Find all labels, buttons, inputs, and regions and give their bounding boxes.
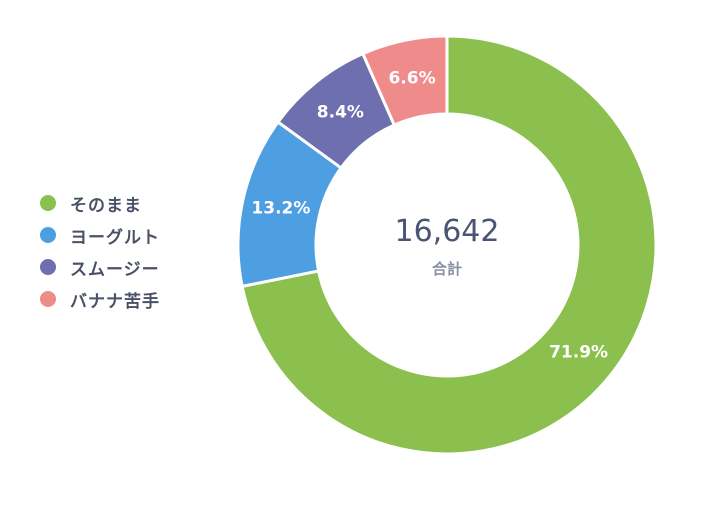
center-total-label: 合計 (431, 260, 462, 278)
legend: そのまま ヨーグルト スムージー バナナ苦手 (40, 192, 160, 312)
slice-data-label-3: 6.6% (388, 69, 435, 89)
slice-data-label-1: 13.2% (251, 199, 310, 219)
center-total: 16,642 (394, 214, 500, 249)
legend-swatch (40, 259, 56, 275)
legend-label: そのまま (70, 195, 142, 216)
legend-item-smoothie[interactable]: スムージー (40, 256, 160, 280)
donut-slice-0[interactable] (240, 34, 658, 456)
slice-data-label-0: 71.9% (549, 343, 608, 363)
slice-data-label-2: 8.4% (317, 103, 364, 123)
legend-swatch (40, 195, 56, 211)
donut-slice-3[interactable] (361, 34, 449, 127)
legend-label: バナナ苦手 (70, 291, 160, 312)
legend-label: スムージー (70, 259, 160, 280)
legend-label: ヨーグルト (70, 227, 160, 248)
legend-swatch (40, 291, 56, 307)
legend-swatch (40, 227, 56, 243)
legend-item-yogurt[interactable]: ヨーグルト (40, 224, 160, 248)
legend-item-sonomama[interactable]: そのまま (40, 192, 160, 216)
legend-item-banana-dislike[interactable]: バナナ苦手 (40, 288, 160, 312)
